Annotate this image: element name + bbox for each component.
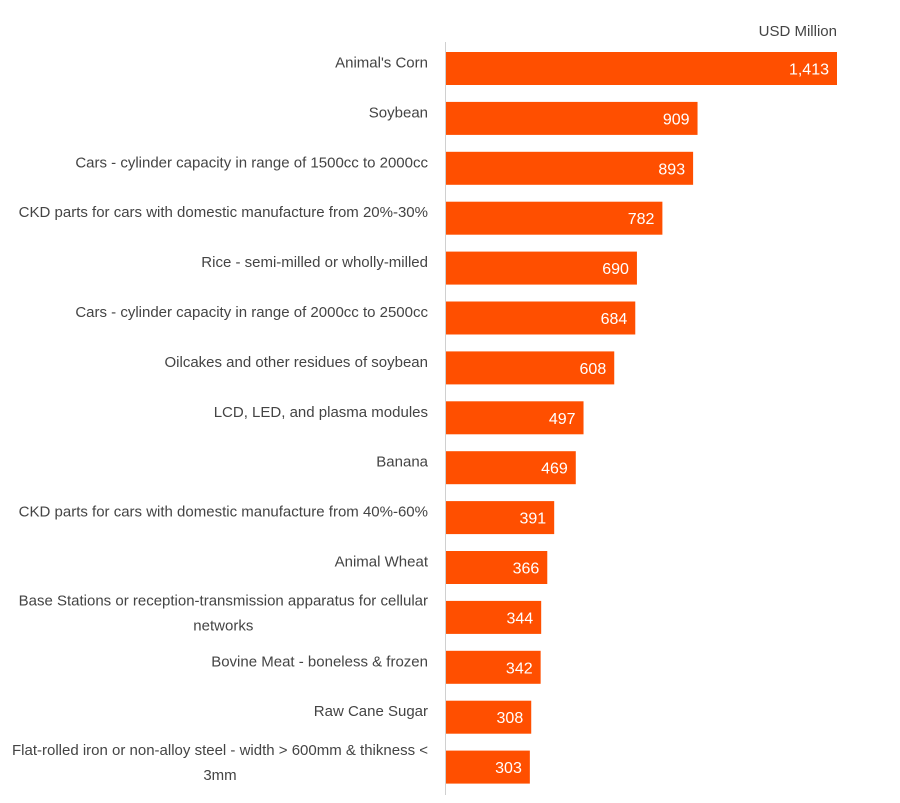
bar	[446, 101, 698, 135]
bar	[446, 600, 542, 634]
category-label: Animal's Corn	[335, 55, 428, 72]
bar-value-label: 893	[658, 161, 685, 178]
category-label: Cars - cylinder capacity in range of 200…	[75, 304, 428, 321]
value-labels-group: 1,413 909 893 782 690 684 608 497 469 391 366 344 34…	[495, 62, 829, 778]
category-label: Bovine Meat - boneless & frozen	[211, 653, 428, 670]
bar	[446, 750, 530, 784]
category-labels-group: Animal's Corn Soybean Cars - cylinder capa…	[12, 55, 429, 785]
bar	[446, 201, 663, 235]
category-label: Oilcakes and other residues of soybean	[165, 354, 429, 371]
category-label: Flat-rolled iron or non-alloy steel - wi…	[12, 742, 428, 784]
bar	[446, 501, 555, 535]
bar	[446, 650, 541, 684]
category-label-line: Base Stations or reception-transmission …	[19, 592, 428, 609]
category-label: Rice - semi-milled or wholly-milled	[201, 254, 428, 271]
category-label: Base Stations or reception-transmission …	[19, 592, 428, 634]
category-label: CKD parts for cars with domestic manufac…	[19, 204, 428, 221]
bar-value-label: 391	[519, 511, 546, 528]
category-label: Soybean	[369, 104, 428, 121]
bar	[446, 700, 532, 734]
bar-value-label: 608	[580, 361, 607, 378]
bar	[446, 301, 636, 335]
bar-value-label: 909	[663, 111, 690, 128]
bar	[446, 151, 694, 185]
category-label-line: 3mm	[203, 767, 236, 784]
bar	[446, 401, 584, 435]
category-label: Raw Cane Sugar	[314, 703, 428, 720]
bar	[446, 551, 548, 584]
category-label: Animal Wheat	[335, 554, 429, 571]
bar-value-label: 342	[506, 660, 533, 677]
bar-value-label: 469	[541, 461, 568, 478]
bar	[446, 451, 576, 485]
bar-value-label: 308	[497, 710, 524, 727]
bar-value-label: 497	[549, 411, 576, 428]
bar	[446, 251, 637, 285]
category-label-line: Flat-rolled iron or non-alloy steel - wi…	[12, 742, 428, 759]
bar-value-label: 684	[601, 311, 628, 328]
bar-value-label: 303	[495, 760, 522, 777]
category-label: Cars - cylinder capacity in range of 150…	[75, 154, 428, 171]
bar-value-label: 344	[506, 610, 533, 627]
category-label-line: networks	[193, 617, 253, 634]
bar-value-label: 1,413	[789, 62, 829, 79]
category-label: LCD, LED, and plasma modules	[214, 404, 428, 421]
bars-group	[446, 52, 837, 784]
category-label: Banana	[376, 454, 428, 471]
category-label: CKD parts for cars with domestic manufac…	[19, 504, 428, 521]
bar-value-label: 690	[602, 261, 629, 278]
unit-label: USD Million	[759, 23, 837, 40]
bar	[446, 52, 837, 85]
bar-value-label: 366	[513, 561, 540, 578]
bar	[446, 351, 615, 385]
bar-value-label: 782	[628, 211, 655, 228]
